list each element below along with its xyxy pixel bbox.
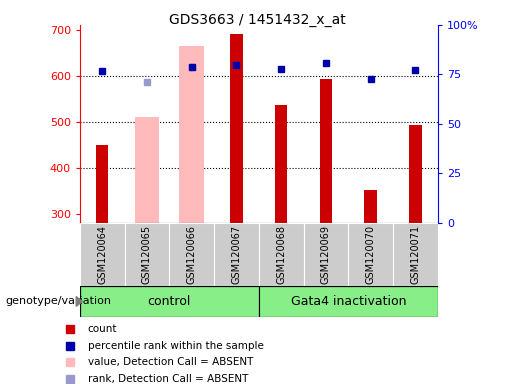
- Bar: [169, 223, 214, 286]
- Text: percentile rank within the sample: percentile rank within the sample: [88, 341, 264, 351]
- Bar: [230, 34, 243, 223]
- Text: GSM120065: GSM120065: [142, 225, 152, 284]
- Text: Gata4 inactivation: Gata4 inactivation: [290, 295, 406, 308]
- FancyArrow shape: [76, 296, 82, 306]
- Text: count: count: [88, 324, 117, 334]
- Bar: [348, 223, 393, 286]
- Text: GSM120071: GSM120071: [410, 225, 420, 284]
- Bar: [275, 106, 287, 223]
- Text: GDS3663 / 1451432_x_at: GDS3663 / 1451432_x_at: [169, 13, 346, 27]
- Text: GSM120068: GSM120068: [276, 225, 286, 284]
- Text: GSM120066: GSM120066: [186, 225, 197, 284]
- Bar: [80, 286, 259, 317]
- Bar: [134, 117, 159, 223]
- Text: GSM120070: GSM120070: [366, 225, 375, 284]
- Text: rank, Detection Call = ABSENT: rank, Detection Call = ABSENT: [88, 374, 248, 384]
- Bar: [179, 46, 204, 223]
- Text: value, Detection Call = ABSENT: value, Detection Call = ABSENT: [88, 358, 253, 367]
- Text: control: control: [148, 295, 191, 308]
- Bar: [320, 79, 332, 223]
- Text: GSM120067: GSM120067: [231, 225, 242, 284]
- Bar: [393, 223, 438, 286]
- Bar: [409, 125, 422, 223]
- Bar: [365, 190, 377, 223]
- Bar: [303, 223, 348, 286]
- Bar: [80, 223, 125, 286]
- Bar: [214, 223, 259, 286]
- Bar: [259, 286, 438, 317]
- Bar: [259, 223, 303, 286]
- Text: GSM120064: GSM120064: [97, 225, 107, 284]
- Text: genotype/variation: genotype/variation: [5, 296, 111, 306]
- Bar: [125, 223, 169, 286]
- Text: GSM120069: GSM120069: [321, 225, 331, 284]
- Bar: [96, 144, 109, 223]
